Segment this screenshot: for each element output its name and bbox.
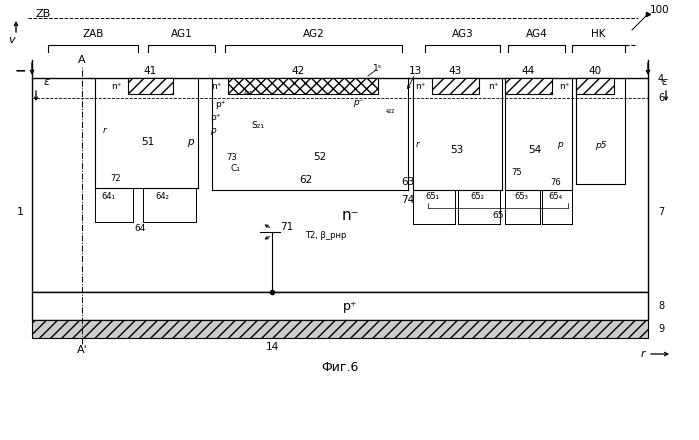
Text: v: v [8, 35, 15, 45]
Text: 1ˢ: 1ˢ [373, 63, 382, 73]
Text: 43: 43 [448, 66, 461, 76]
Text: 53: 53 [450, 145, 463, 155]
Text: 1: 1 [17, 207, 24, 217]
Text: 71: 71 [280, 222, 294, 232]
Text: ε: ε [44, 77, 50, 87]
Text: r: r [416, 139, 420, 149]
Text: p⁺: p⁺ [215, 99, 225, 109]
Text: AG2: AG2 [303, 29, 324, 39]
Text: 40: 40 [589, 66, 602, 76]
Text: 63: 63 [401, 177, 415, 187]
Text: −: − [15, 63, 26, 77]
Text: p⁺: p⁺ [343, 300, 357, 312]
Text: 64₂: 64₂ [155, 191, 169, 201]
Text: n⁻: n⁻ [341, 208, 359, 223]
Text: p5: p5 [596, 140, 607, 150]
Text: S₂₁: S₂₁ [252, 121, 264, 129]
Text: p: p [210, 125, 216, 135]
Text: n⁺: n⁺ [212, 81, 222, 91]
Text: p⁻: p⁻ [353, 98, 363, 106]
Text: 65₃: 65₃ [514, 191, 528, 201]
Text: 65₁: 65₁ [425, 191, 439, 201]
Text: 100: 100 [650, 5, 670, 15]
Bar [32, 320, 648, 338]
Text: HK: HK [591, 29, 606, 39]
Bar [228, 78, 378, 94]
Text: r: r [103, 125, 107, 135]
Text: ₄₂₁: ₄₂₁ [243, 88, 252, 96]
Text: 13: 13 [408, 66, 421, 76]
Text: 73: 73 [226, 153, 238, 161]
Text: AG4: AG4 [526, 29, 547, 39]
Text: n⁺: n⁺ [489, 81, 499, 91]
Text: ₄₂₂: ₄₂₂ [385, 106, 395, 114]
Text: 64₁: 64₁ [101, 191, 115, 201]
Text: 7: 7 [658, 207, 664, 217]
Text: r: r [640, 349, 645, 359]
Text: 65: 65 [492, 210, 504, 220]
Text: 52: 52 [313, 152, 326, 162]
Text: 76: 76 [551, 177, 561, 187]
Text: C₁: C₁ [230, 164, 240, 172]
Bar [32, 292, 648, 320]
Text: 41: 41 [143, 66, 157, 76]
Text: 51: 51 [141, 137, 154, 147]
Bar [505, 78, 552, 94]
Bar [128, 78, 173, 94]
Text: n⁺: n⁺ [415, 81, 426, 91]
Text: 14: 14 [266, 342, 279, 352]
Text: 74: 74 [401, 195, 415, 205]
Text: 75: 75 [512, 168, 522, 176]
Text: 9: 9 [658, 324, 664, 334]
Text: 44: 44 [521, 66, 535, 76]
Text: A': A' [77, 345, 87, 355]
Text: AG1: AG1 [171, 29, 192, 39]
Text: Фиг.6: Фиг.6 [322, 360, 359, 374]
Text: 65₂: 65₂ [470, 191, 484, 201]
Text: n⁺: n⁺ [112, 81, 122, 91]
Text: 65₄: 65₄ [548, 191, 562, 201]
Bar [576, 78, 614, 94]
Text: p: p [187, 137, 194, 147]
Text: ZAB: ZAB [82, 29, 103, 39]
Text: n⁺: n⁺ [559, 81, 570, 91]
Text: T2, β_рнр: T2, β_рнр [305, 231, 347, 239]
Text: 54: 54 [528, 145, 542, 155]
Text: p: p [557, 139, 563, 149]
Text: ZB: ZB [36, 9, 51, 19]
Bar [32, 78, 648, 292]
Text: ε: ε [662, 77, 668, 87]
Text: p⁺: p⁺ [210, 113, 220, 121]
Text: A: A [78, 55, 86, 65]
Text: 4: 4 [658, 74, 664, 84]
Text: 62: 62 [299, 175, 312, 185]
Text: 72: 72 [110, 173, 122, 183]
Text: 42: 42 [291, 66, 305, 76]
Text: 8: 8 [658, 301, 664, 311]
Bar [432, 78, 479, 94]
Text: 64: 64 [134, 224, 145, 232]
Text: AG3: AG3 [452, 29, 473, 39]
Text: 6: 6 [658, 93, 664, 103]
